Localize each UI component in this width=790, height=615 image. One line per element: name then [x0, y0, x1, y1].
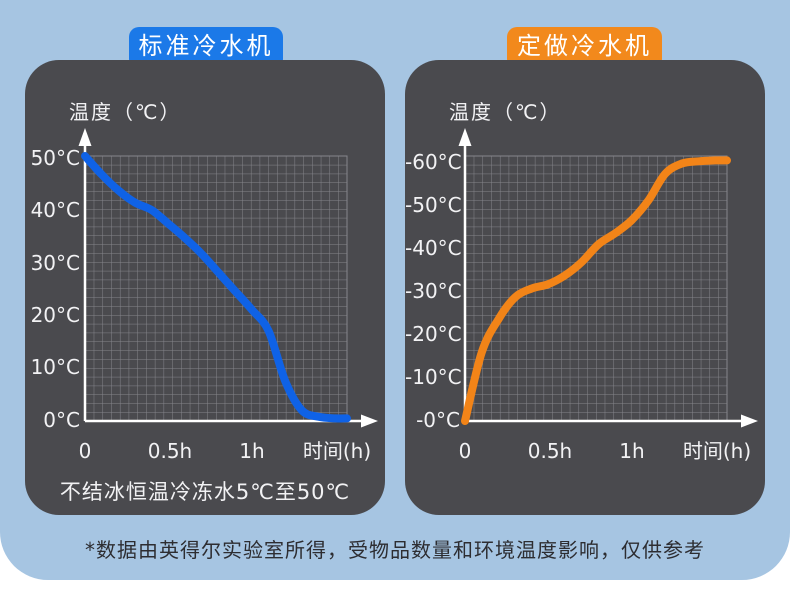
chart-svg-custom: [458, 128, 758, 428]
y-tick-label: 50°C: [30, 146, 80, 170]
chart-svg-standard: [78, 128, 378, 428]
x-tick-label: 1h: [239, 439, 265, 463]
x-axis-arrow-icon: [361, 414, 378, 428]
y-tick-label: 30°C: [30, 251, 80, 275]
y-tick-label: 40°C: [30, 198, 80, 222]
x-tick-label: 0.5h: [527, 439, 573, 463]
y-tick-label: -30°C: [405, 279, 462, 303]
y-axis-title: 温度（℃）: [69, 100, 182, 124]
y-axis-title: 温度（℃）: [449, 100, 562, 124]
grid-custom: [464, 155, 728, 422]
y-tick-label: 20°C: [30, 303, 80, 327]
x-axis-arrow-icon: [741, 414, 758, 428]
y-tick-label: -40°C: [405, 236, 462, 260]
y-tick-label: -60°C: [405, 150, 462, 174]
x-tick-label: 1h: [619, 439, 645, 463]
y-tick-label: 0°C: [43, 408, 80, 432]
x-tick-label: 0: [458, 439, 472, 463]
x-tick-label: 0.5h: [147, 439, 193, 463]
y-tick-label: 10°C: [30, 355, 80, 379]
panel-standard-chiller: 温度（℃） 50°C 40°C 30°C 20°C 10°C 0°C 0 0.5…: [25, 60, 385, 515]
y-tick-label: -20°C: [405, 322, 462, 346]
panel-custom-chiller: 温度（℃） -60°C -50°C -40°C -30°C -20°C -10°…: [405, 60, 765, 515]
y-tick-label: -0°C: [416, 408, 460, 432]
y-axis-arrow-icon: [458, 128, 472, 146]
footnote: *数据由英得尔实验室所得，受物品数量和环境温度影响，仅供参考: [85, 538, 705, 562]
x-axis-title: 时间(h): [302, 439, 372, 463]
y-tick-label: -50°C: [405, 193, 462, 217]
curve-standard: [81, 152, 351, 423]
curve-custom: [461, 156, 731, 425]
x-axis-title: 时间(h): [682, 439, 752, 463]
y-axis-arrow-icon: [78, 128, 92, 146]
x-tick-label: 0: [78, 439, 92, 463]
y-tick-label: -10°C: [405, 365, 462, 389]
panel-caption: 不结冰恒温冷冻水5℃至50℃: [59, 480, 351, 504]
